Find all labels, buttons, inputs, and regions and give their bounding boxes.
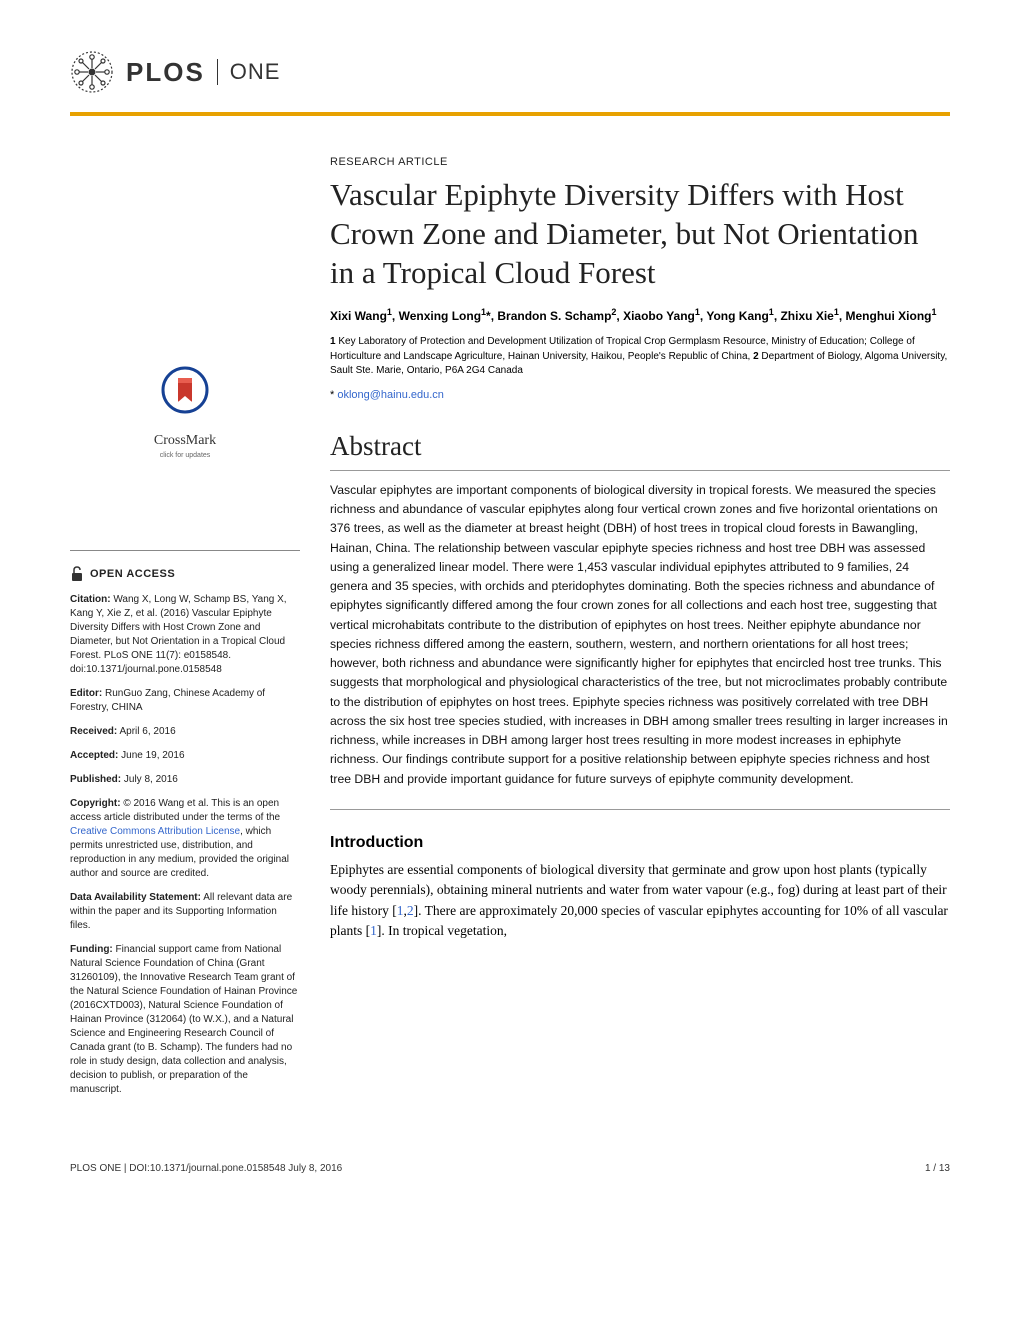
received-block: Received: April 6, 2016	[70, 725, 300, 739]
sidebar: CrossMark click for updates OPEN ACCESS …	[70, 156, 300, 1107]
received-label: Received:	[70, 726, 117, 737]
funding-text: Financial support came from National Nat…	[70, 944, 297, 1095]
footer-left: PLOS ONE | DOI:10.1371/journal.pone.0158…	[70, 1163, 342, 1174]
page-footer: PLOS ONE | DOI:10.1371/journal.pone.0158…	[70, 1157, 950, 1174]
cc-license-link[interactable]: Creative Commons Attribution License	[70, 826, 240, 837]
published-label: Published:	[70, 774, 121, 785]
corresponding: * oklong@hainu.edu.cn	[330, 389, 950, 401]
footer-right: 1 / 13	[925, 1163, 950, 1174]
corr-mark: *	[330, 389, 334, 401]
open-access-icon	[70, 565, 84, 583]
accepted-text: June 19, 2016	[118, 750, 184, 761]
sidebar-divider	[70, 550, 300, 551]
abstract-heading: Abstract	[330, 431, 950, 462]
article-type: RESEARCH ARTICLE	[330, 156, 950, 168]
copyright-block: Copyright: © 2016 Wang et al. This is an…	[70, 797, 300, 881]
editor-label: Editor:	[70, 688, 102, 699]
journal-name: PLOS	[126, 57, 205, 88]
corr-email-link[interactable]: oklong@hainu.edu.cn	[337, 389, 444, 401]
ref-link-2[interactable]: 2	[407, 903, 414, 918]
published-text: July 8, 2016	[121, 774, 178, 785]
abstract-body: Vascular epiphytes are important compone…	[330, 481, 950, 789]
journal-subname: ONE	[230, 59, 281, 85]
crossmark-sub: click for updates	[70, 451, 300, 461]
content-area: CrossMark click for updates OPEN ACCESS …	[70, 156, 950, 1107]
affil-num-1: 1	[330, 336, 336, 347]
page: PLOS ONE CrossMark click for updates	[0, 0, 1020, 1214]
copyright-label: Copyright:	[70, 798, 121, 809]
plos-icon	[70, 50, 114, 94]
accepted-label: Accepted:	[70, 750, 118, 761]
plos-logo: PLOS ONE	[70, 50, 280, 94]
open-access-row: OPEN ACCESS	[70, 565, 300, 583]
journal-header: PLOS ONE	[70, 50, 950, 94]
accepted-block: Accepted: June 19, 2016	[70, 749, 300, 763]
affiliations: 1 Key Laboratory of Protection and Devel…	[330, 335, 950, 379]
published-block: Published: July 8, 2016	[70, 773, 300, 787]
editor-block: Editor: RunGuo Zang, Chinese Academy of …	[70, 687, 300, 715]
citation-text: Wang X, Long W, Schamp BS, Yang X, Kang …	[70, 594, 287, 675]
citation-block: Citation: Wang X, Long W, Schamp BS, Yan…	[70, 593, 300, 677]
ref-link-1[interactable]: 1	[397, 903, 404, 918]
ref-link-3[interactable]: 1	[370, 923, 377, 938]
funding-block: Funding: Financial support came from Nat…	[70, 943, 300, 1097]
main-column: RESEARCH ARTICLE Vascular Epiphyte Diver…	[330, 156, 950, 1107]
intro-post: ]. In tropical vegetation,	[377, 923, 507, 938]
crossmark-badge[interactable]: CrossMark click for updates	[70, 366, 300, 460]
data-label: Data Availability Statement:	[70, 892, 201, 903]
data-block: Data Availability Statement: All relevan…	[70, 891, 300, 933]
open-access-label: OPEN ACCESS	[90, 567, 175, 582]
funding-label: Funding:	[70, 944, 113, 955]
received-text: April 6, 2016	[117, 726, 175, 737]
crossmark-icon	[161, 366, 209, 422]
intro-body: Epiphytes are essential components of bi…	[330, 860, 950, 941]
author-list: Xixi Wang1, Wenxing Long1*, Brandon S. S…	[330, 306, 950, 325]
citation-label: Citation:	[70, 594, 111, 605]
article-title: Vascular Epiphyte Diversity Differs with…	[330, 176, 950, 292]
abstract-rule-bottom	[330, 809, 950, 810]
crossmark-label: CrossMark	[70, 431, 300, 451]
intro-heading: Introduction	[330, 834, 950, 852]
abstract-rule-top	[330, 470, 950, 471]
affil-num-2: 2	[753, 351, 759, 362]
accent-bar	[70, 112, 950, 116]
